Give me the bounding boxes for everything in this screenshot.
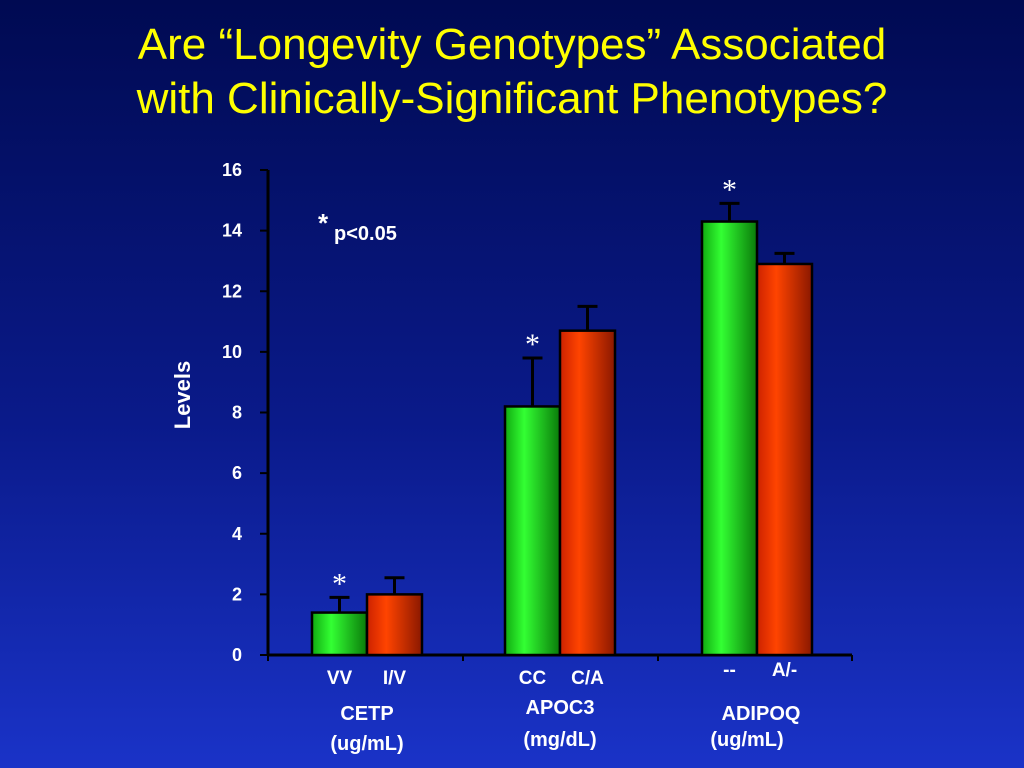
genotype-label: VV xyxy=(327,668,353,689)
significance-marker: * xyxy=(722,173,737,206)
bar-green xyxy=(503,405,562,657)
y-tick-label: 12 xyxy=(222,281,242,301)
significance-text: p<0.05 xyxy=(334,223,397,245)
significance-note: * p<0.05 xyxy=(318,208,397,245)
group-unit: (ug/mL) xyxy=(710,729,783,751)
group-name: APOC3 xyxy=(526,697,595,719)
slide-title: Are “Longevity Genotypes” Associated wit… xyxy=(0,18,1024,126)
y-tick-label: 2 xyxy=(232,584,242,604)
genotype-label: -- xyxy=(723,660,736,681)
title-line-1: Are “Longevity Genotypes” Associated xyxy=(137,20,887,69)
genotype-label: CC xyxy=(519,668,547,689)
y-tick-label: 8 xyxy=(232,403,242,423)
group-name: ADIPOQ xyxy=(722,703,801,725)
genotype-label: I/V xyxy=(383,668,407,689)
bar-red xyxy=(558,329,617,657)
group-unit: (ug/mL) xyxy=(330,733,403,755)
y-tick-label: 6 xyxy=(232,463,242,483)
y-tick-label: 10 xyxy=(222,342,242,362)
bar-green xyxy=(310,611,369,657)
chart-bars: * * * xyxy=(310,173,814,657)
bar-green xyxy=(700,220,759,657)
genotype-label: A/- xyxy=(772,660,797,681)
y-tick-label: 14 xyxy=(222,221,242,241)
bar-red xyxy=(755,262,814,657)
chart-labels: VV I/V CETP (ug/mL) CC C/A APOC3 (mg/dL) -- A/- AD… xyxy=(327,660,801,755)
significance-marker: * xyxy=(332,567,347,600)
significance-star: * xyxy=(318,208,329,238)
bar-red xyxy=(365,593,424,657)
group-unit: (mg/dL) xyxy=(523,729,596,751)
y-tick-label: 16 xyxy=(222,160,242,180)
y-tick-label: 0 xyxy=(232,645,242,665)
y-axis-label: Levels xyxy=(170,361,195,430)
genotype-label: C/A xyxy=(571,668,604,689)
y-tick-label: 4 xyxy=(232,524,242,544)
title-line-2: with Clinically-Significant Phenotypes? xyxy=(136,74,888,123)
significance-marker: * xyxy=(525,328,540,361)
group-name: CETP xyxy=(340,703,393,725)
